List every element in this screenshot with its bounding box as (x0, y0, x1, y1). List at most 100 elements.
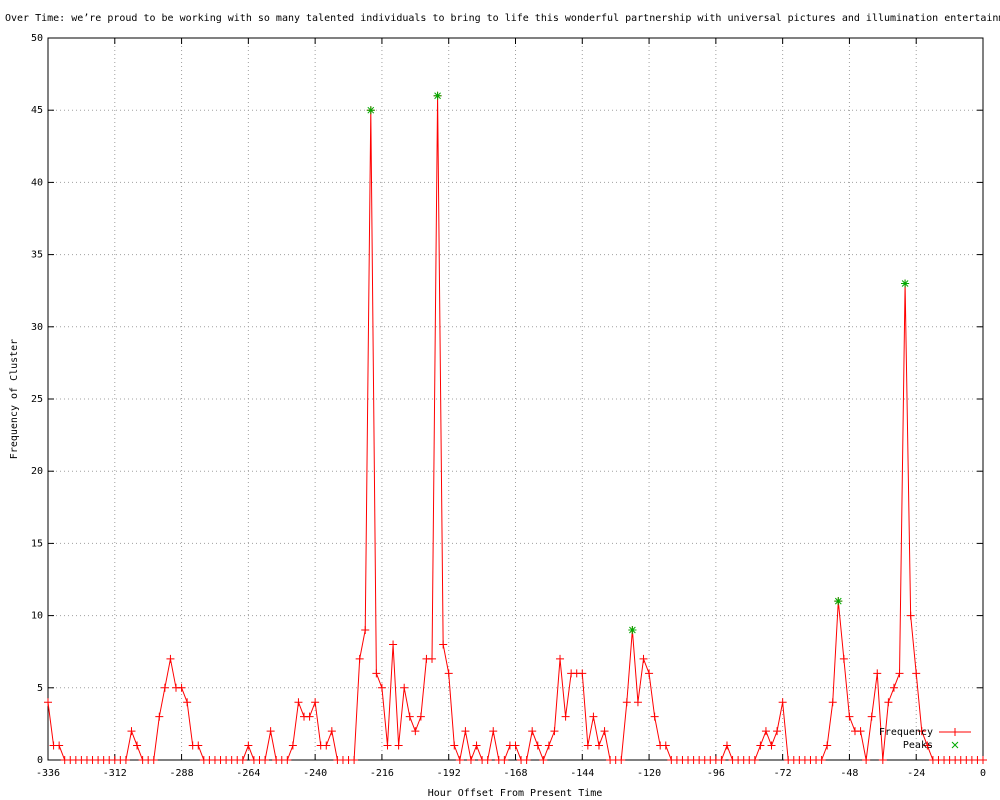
data-point (461, 727, 470, 736)
data-point (773, 727, 782, 736)
data-point (439, 640, 448, 649)
data-point (917, 727, 926, 736)
data-point (489, 727, 498, 736)
data-point (127, 727, 136, 736)
data-point (155, 712, 164, 721)
data-point (650, 712, 659, 721)
data-point (817, 756, 826, 764)
data-point (528, 727, 537, 736)
data-point (244, 741, 253, 750)
data-point (361, 626, 370, 635)
y-tick-label: 25 (31, 394, 43, 405)
data-point (283, 756, 292, 764)
data-point (355, 654, 364, 663)
y-tick-label: 0 (37, 755, 43, 766)
y-tick-label: 10 (31, 611, 43, 622)
data-point (778, 698, 787, 707)
chart-title: Over Time: we’re proud to be working wit… (5, 13, 1000, 24)
data-point (466, 756, 475, 764)
peak-point (951, 741, 959, 749)
x-tick-label: -24 (907, 768, 925, 779)
data-point (416, 712, 425, 721)
data-point (444, 669, 453, 678)
data-point (121, 756, 130, 764)
data-point (878, 756, 887, 764)
data-point (533, 741, 542, 750)
data-point (511, 741, 520, 750)
data-point (350, 756, 359, 764)
data-point (383, 741, 392, 750)
data-point (561, 712, 570, 721)
data-point (639, 654, 648, 663)
data-point (288, 741, 297, 750)
data-point (322, 741, 331, 750)
x-tick-label: -144 (570, 768, 594, 779)
y-axis-label: Frequency of Cluster (9, 339, 20, 459)
data-point (951, 728, 959, 736)
data-point (500, 756, 509, 764)
data-point (55, 741, 64, 750)
y-tick-label: 30 (31, 322, 43, 333)
data-point (194, 741, 203, 750)
data-point (472, 741, 481, 750)
data-point (578, 669, 587, 678)
data-point (845, 712, 854, 721)
data-point (823, 741, 832, 750)
x-tick-label: -168 (503, 768, 527, 779)
series-line (47, 95, 983, 762)
data-point (873, 669, 882, 678)
data-point (583, 741, 592, 750)
x-tick-label: -336 (36, 768, 60, 779)
data-point (389, 640, 398, 649)
data-point (377, 683, 386, 692)
data-point (266, 727, 275, 736)
data-point (149, 756, 158, 764)
data-point (867, 712, 876, 721)
data-point (183, 698, 192, 707)
x-axis-label: Hour Offset From Present Time (428, 788, 603, 799)
x-tick-label: -288 (170, 768, 194, 779)
data-point (483, 756, 492, 764)
x-tick-label: -120 (637, 768, 661, 779)
y-tick-label: 5 (37, 683, 43, 694)
peak-point (366, 106, 375, 115)
data-point (979, 756, 987, 764)
data-point (450, 741, 459, 750)
data-point (133, 741, 142, 750)
data-point (923, 741, 932, 750)
y-tick-label: 50 (31, 33, 43, 44)
data-point (617, 756, 626, 764)
data-point (594, 741, 603, 750)
plot-frame (47, 37, 984, 761)
x-tick-label: 0 (980, 768, 986, 779)
data-point (411, 727, 420, 736)
data-point (884, 698, 893, 707)
data-point (889, 683, 898, 692)
data-point (311, 698, 320, 707)
y-tick-label: 45 (31, 105, 43, 116)
data-point (177, 683, 186, 692)
data-point (645, 669, 654, 678)
data-point (166, 654, 175, 663)
data-point (44, 698, 52, 707)
x-tick-label: -192 (437, 768, 461, 779)
peak-point (433, 91, 442, 100)
legend-label: Peaks (903, 740, 933, 751)
data-point (400, 683, 409, 692)
data-point (428, 654, 437, 663)
data-point (633, 698, 642, 707)
data-point (767, 741, 776, 750)
data-point (906, 611, 915, 620)
data-point (862, 756, 871, 764)
data-point (750, 756, 759, 764)
peak-point (901, 279, 910, 288)
data-point (756, 741, 765, 750)
data-point (372, 669, 381, 678)
data-point (522, 756, 531, 764)
x-tick-label: -72 (774, 768, 792, 779)
data-point (394, 741, 403, 750)
data-point (160, 683, 169, 692)
data-point (912, 669, 921, 678)
x-tick-label: -216 (370, 768, 394, 779)
